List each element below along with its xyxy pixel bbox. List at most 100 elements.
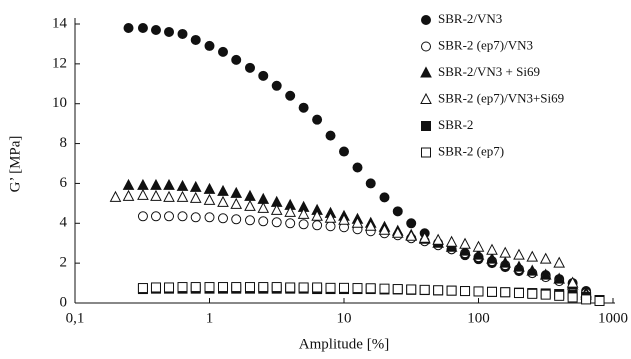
legend-label: SBR-2 (ep7)/VN3+Si69 — [438, 90, 564, 105]
data-point — [298, 219, 309, 230]
data-point — [177, 28, 188, 39]
data-point — [271, 282, 282, 293]
data-point — [150, 24, 161, 35]
data-point — [432, 233, 444, 245]
data-point — [189, 180, 202, 192]
x-axis-label: Amplitude [%] — [299, 336, 389, 352]
data-point — [298, 282, 309, 293]
data-point — [217, 282, 228, 293]
data-point — [445, 235, 458, 247]
data-point — [150, 211, 161, 222]
data-point — [312, 114, 323, 125]
x-tick-label: 10 — [337, 310, 352, 326]
data-point — [177, 282, 188, 293]
data-point — [513, 288, 524, 299]
data-point — [164, 282, 175, 293]
data-point — [258, 216, 269, 227]
data-point — [231, 214, 242, 225]
data-point — [203, 182, 216, 194]
x-tick-label: 100 — [467, 310, 490, 326]
legend-marker — [420, 66, 432, 78]
data-point — [230, 197, 243, 209]
data-point — [459, 244, 471, 256]
data-point — [472, 248, 485, 260]
data-point — [271, 217, 282, 228]
data-point — [137, 178, 149, 190]
data-point — [486, 286, 497, 297]
y-tick-label: 10 — [52, 95, 67, 111]
data-point — [123, 22, 134, 33]
data-point — [325, 282, 336, 293]
legend-label: SBR-2 — [438, 117, 473, 132]
data-point — [472, 240, 485, 252]
data-point — [122, 189, 135, 201]
data-point — [176, 179, 189, 191]
data-point — [150, 189, 162, 201]
data-point — [553, 272, 566, 284]
y-tick-label: 6 — [60, 175, 68, 191]
legend-label: SBR-2/VN3 — [438, 11, 502, 26]
data-point — [351, 216, 364, 228]
data-point — [203, 193, 216, 205]
data-point — [285, 90, 296, 101]
data-point — [405, 229, 418, 241]
data-point — [418, 231, 431, 243]
legend-label: SBR-2/VN3 + Si69 — [438, 64, 540, 79]
data-point — [217, 184, 229, 196]
data-point — [339, 282, 349, 293]
y-axis-label: G’ [MPa] — [7, 136, 23, 193]
data-point — [325, 130, 336, 141]
data-point — [365, 178, 376, 189]
data-point — [137, 22, 148, 33]
data-point — [499, 256, 512, 268]
data-point — [217, 195, 229, 207]
data-point — [231, 282, 242, 293]
data-point — [231, 54, 242, 65]
data-point — [554, 290, 565, 301]
data-point — [217, 46, 228, 57]
data-point — [392, 284, 403, 295]
y-tick-label: 8 — [60, 135, 68, 151]
x-tick-label: 1000 — [598, 310, 628, 326]
data-point — [297, 207, 310, 219]
data-point — [244, 189, 256, 201]
y-tick-label: 0 — [60, 294, 68, 310]
data-point — [189, 191, 202, 203]
data-point — [244, 199, 256, 211]
legend-label: SBR-2 (ep7) — [438, 143, 504, 158]
data-point — [352, 162, 363, 173]
data-point — [419, 284, 430, 295]
legend-label: SBR-2 (ep7)/VN3 — [438, 37, 533, 52]
y-tick-label: 2 — [60, 255, 68, 271]
y-tick-label: 4 — [60, 215, 68, 231]
data-point — [270, 203, 283, 215]
data-point — [513, 260, 525, 272]
data-point — [244, 282, 255, 293]
data-point — [137, 188, 149, 200]
data-point — [539, 268, 552, 280]
data-point — [446, 285, 457, 296]
data-point — [527, 288, 538, 299]
y-tick-label: 14 — [52, 15, 68, 31]
data-point — [285, 218, 296, 229]
data-point — [499, 246, 512, 258]
data-point — [244, 215, 255, 226]
legend-marker — [421, 41, 431, 52]
data-point — [244, 62, 255, 73]
data-point — [190, 34, 201, 45]
data-point — [324, 211, 337, 223]
data-point — [163, 190, 175, 202]
data-point — [137, 211, 148, 222]
data-point — [406, 218, 417, 229]
data-point — [257, 201, 270, 213]
data-point — [553, 256, 566, 268]
data-point — [150, 178, 162, 190]
data-point — [230, 186, 243, 198]
data-point — [540, 289, 551, 300]
data-point — [122, 178, 135, 190]
data-point — [473, 286, 484, 297]
data-point — [190, 212, 201, 223]
data-point — [176, 190, 189, 202]
data-point — [594, 296, 605, 307]
